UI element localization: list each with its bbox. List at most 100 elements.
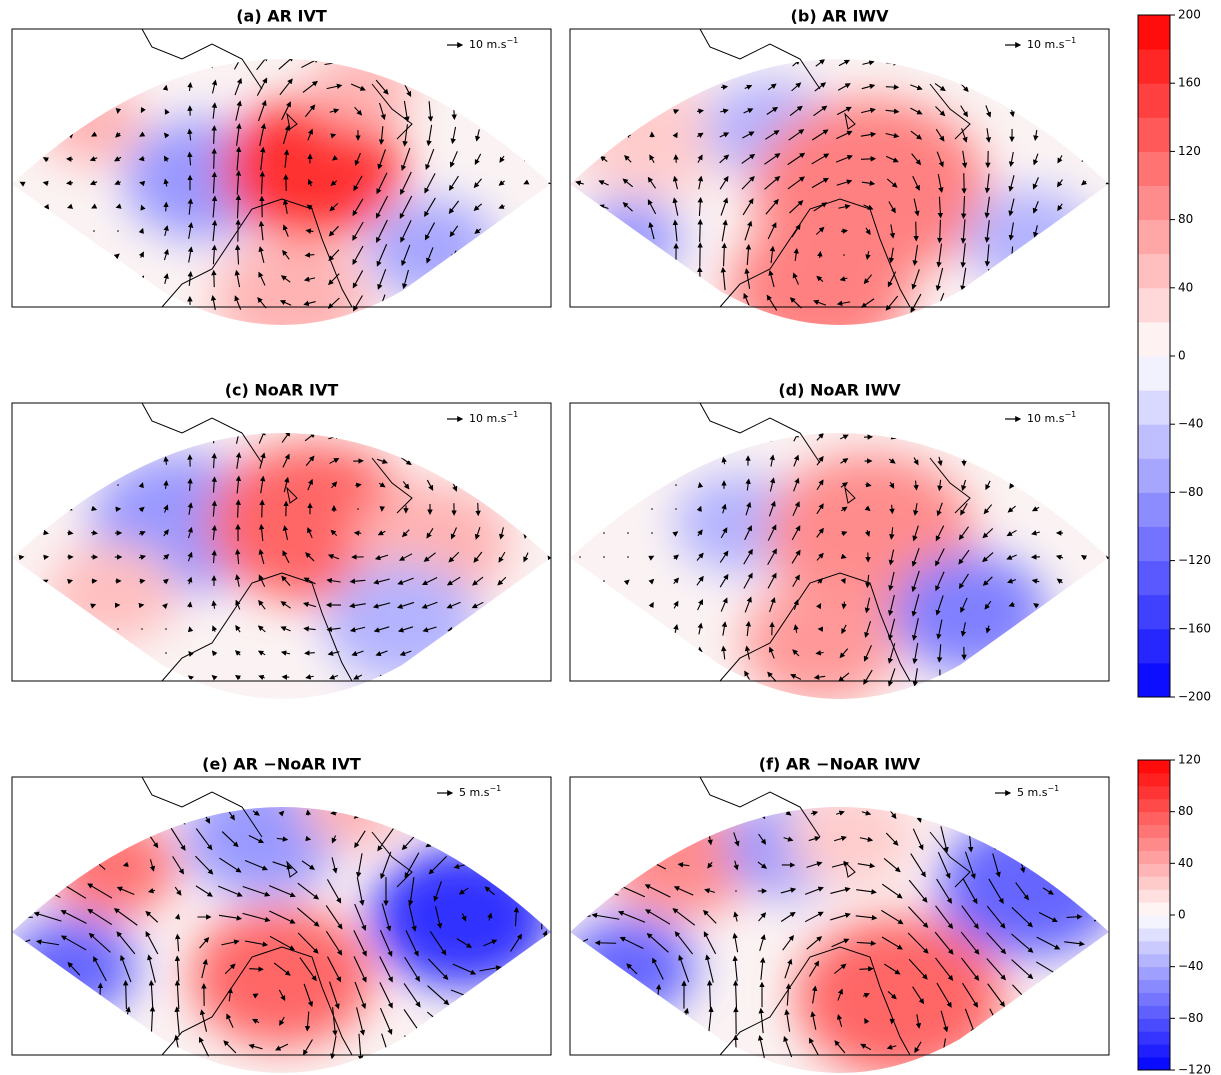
vector xyxy=(187,151,193,166)
vector xyxy=(138,251,144,258)
vector xyxy=(19,181,26,187)
vector xyxy=(114,59,121,65)
vector xyxy=(860,156,877,162)
vector xyxy=(674,435,681,442)
vector xyxy=(446,601,461,609)
vector xyxy=(523,456,529,467)
vector xyxy=(1056,649,1063,656)
vector xyxy=(1093,807,1107,819)
vector xyxy=(19,156,26,163)
vector xyxy=(532,985,551,1004)
vector xyxy=(163,201,169,212)
vector xyxy=(400,171,412,195)
vector xyxy=(1066,1015,1083,1027)
color-band xyxy=(1138,915,1170,929)
reference-label: 5 m.s−1 xyxy=(459,784,501,800)
vector xyxy=(376,172,388,195)
colorbar: −200 −160 −120 −80 −40 0 40 80 120 160 200 xyxy=(1137,8,1211,704)
vector xyxy=(790,674,802,680)
vector xyxy=(839,276,848,282)
vector xyxy=(935,267,944,292)
vector xyxy=(376,244,388,267)
vector xyxy=(1093,1018,1108,1025)
color-band xyxy=(1138,628,1170,664)
panel-title: (a) AR IVT xyxy=(236,7,327,26)
vector xyxy=(937,479,943,492)
vector xyxy=(248,834,265,844)
vector xyxy=(936,151,944,168)
vector-dot xyxy=(45,278,47,280)
vector xyxy=(864,597,871,614)
vector xyxy=(211,452,217,469)
vector xyxy=(792,574,800,587)
vector xyxy=(523,479,529,492)
vector xyxy=(351,650,364,657)
vector xyxy=(138,155,145,162)
vector xyxy=(885,84,900,90)
vector xyxy=(1011,959,1034,980)
vector xyxy=(936,619,943,640)
vector xyxy=(959,292,967,315)
vector xyxy=(303,601,317,608)
vector xyxy=(378,126,385,145)
vector xyxy=(44,132,50,139)
vector xyxy=(1015,808,1028,818)
vector xyxy=(497,626,506,632)
vector xyxy=(423,552,436,562)
vector xyxy=(303,300,316,307)
vector xyxy=(766,106,779,115)
vector xyxy=(598,180,609,186)
vector xyxy=(372,602,391,609)
vector xyxy=(326,626,341,632)
vector xyxy=(908,958,928,980)
vector-dot xyxy=(357,508,359,510)
vector xyxy=(861,180,876,186)
vector xyxy=(279,300,292,306)
vector xyxy=(911,594,920,617)
vector xyxy=(42,157,49,163)
vector xyxy=(450,527,457,540)
vector xyxy=(257,625,266,633)
vector xyxy=(1009,59,1016,68)
color-band xyxy=(1138,940,1170,955)
vector xyxy=(451,34,458,43)
vector xyxy=(570,887,591,894)
vector-dot xyxy=(735,890,737,892)
vector xyxy=(525,38,526,41)
vector xyxy=(233,59,243,70)
vector xyxy=(210,295,217,311)
vector xyxy=(908,906,929,929)
vector xyxy=(599,155,608,163)
vector xyxy=(373,35,391,43)
vector xyxy=(195,855,214,875)
vector-dot xyxy=(21,302,23,304)
vector xyxy=(888,549,895,566)
vector-dot xyxy=(627,484,629,486)
color-band xyxy=(1138,424,1170,459)
vector xyxy=(576,156,583,162)
vector xyxy=(1081,578,1088,585)
vector xyxy=(937,456,943,467)
color-band xyxy=(1138,785,1170,800)
vector xyxy=(259,475,266,494)
vector xyxy=(793,477,800,492)
vector xyxy=(1009,434,1015,441)
vector xyxy=(448,175,459,191)
vector xyxy=(96,835,103,842)
vector xyxy=(15,1015,29,1027)
vector xyxy=(1032,201,1039,214)
vector xyxy=(355,482,362,488)
vector-dot xyxy=(93,628,95,630)
vector xyxy=(1104,83,1109,90)
vector xyxy=(235,433,242,444)
vector xyxy=(281,101,291,120)
vector xyxy=(539,903,545,930)
coastline xyxy=(699,28,971,308)
vector xyxy=(325,905,343,930)
vector xyxy=(1070,888,1079,894)
color-band xyxy=(1138,356,1170,391)
vector xyxy=(503,807,528,820)
reference-text: 10 m.s xyxy=(469,38,507,51)
vector xyxy=(404,852,420,879)
color-band xyxy=(1138,1018,1170,1032)
